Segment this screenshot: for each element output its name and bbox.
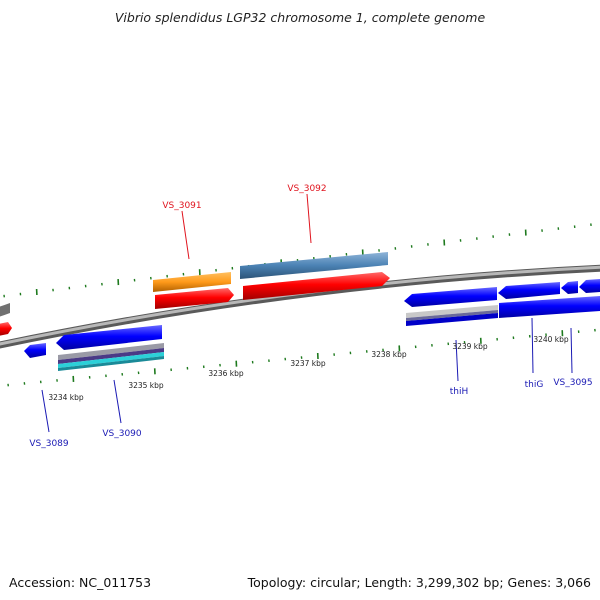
scale-label-3240: 3240 kbp (533, 335, 569, 344)
cds-VS_3092[interactable] (243, 272, 390, 300)
gene-label-VS_3095[interactable]: VS_3095 (553, 378, 592, 388)
feature-VS_3092[interactable] (240, 252, 388, 279)
leader-lines (41, 193, 573, 433)
gene-label-thiG[interactable]: thiG (525, 380, 544, 390)
feature-thiG-band[interactable] (499, 296, 600, 318)
scale-label-3236: 3236 kbp (208, 369, 244, 378)
feature-VS_3091[interactable] (153, 272, 231, 292)
gene-label-VS_3092[interactable]: VS_3092 (287, 184, 326, 194)
gene-label-thiH[interactable]: thiH (450, 387, 469, 397)
gene-label-VS_3091[interactable]: VS_3091 (162, 201, 201, 211)
page-title: Vibrio splendidus LGP32 chromosome 1, co… (114, 10, 486, 25)
accession-text: Accession: NC_011753 (9, 575, 152, 590)
cds-VS_3090[interactable] (56, 325, 162, 350)
genome-summary-text: Topology: circular; Length: 3,299,302 bp… (247, 575, 591, 590)
cds-thiH[interactable] (404, 287, 497, 307)
gene-label-VS_3090[interactable]: VS_3090 (102, 429, 142, 439)
feature-VS_3090-stripes[interactable] (58, 343, 164, 371)
scale-label-3234: 3234 kbp (48, 393, 84, 402)
scale-label-3238: 3238 kbp (371, 350, 407, 359)
cds-left-edge[interactable] (0, 322, 12, 336)
gene-label-VS_3089[interactable]: VS_3089 (29, 439, 69, 449)
scale-label-3237: 3237 kbp (290, 359, 326, 368)
cds-VS_3091[interactable] (155, 288, 234, 309)
tick-track-bottom (7, 328, 596, 387)
cds-thiG[interactable] (498, 282, 560, 299)
cds-VS_3089[interactable] (24, 343, 46, 358)
feature-thiH-stripes[interactable] (406, 305, 498, 326)
scale-label-3235: 3235 kbp (128, 381, 164, 390)
scale-label-3239: 3239 kbp (452, 342, 488, 351)
cds-VS_3095[interactable] (561, 279, 600, 294)
